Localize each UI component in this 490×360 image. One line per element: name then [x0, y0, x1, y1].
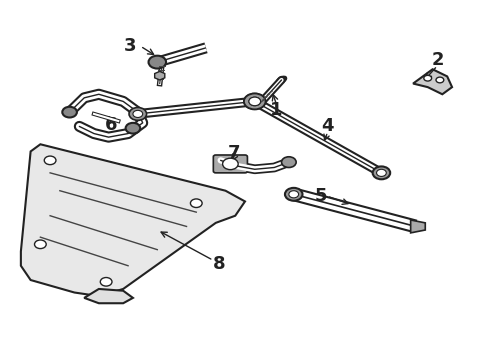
- Circle shape: [424, 75, 432, 81]
- Circle shape: [285, 188, 302, 201]
- Circle shape: [244, 94, 266, 109]
- Circle shape: [436, 77, 444, 83]
- Polygon shape: [413, 69, 452, 94]
- Text: 6: 6: [105, 116, 117, 134]
- Circle shape: [222, 158, 238, 170]
- Circle shape: [376, 169, 386, 176]
- Circle shape: [249, 97, 261, 106]
- Circle shape: [282, 157, 296, 167]
- Text: 7: 7: [228, 144, 241, 162]
- Text: 8: 8: [213, 255, 225, 273]
- Text: 2: 2: [431, 51, 444, 69]
- Circle shape: [34, 240, 46, 249]
- Circle shape: [249, 97, 261, 106]
- Text: 5: 5: [314, 187, 327, 205]
- Circle shape: [289, 191, 298, 198]
- Circle shape: [125, 123, 140, 134]
- FancyBboxPatch shape: [213, 155, 247, 173]
- Text: 4: 4: [321, 117, 334, 135]
- Polygon shape: [411, 220, 425, 233]
- Circle shape: [148, 56, 166, 68]
- Circle shape: [62, 107, 77, 117]
- Circle shape: [373, 166, 390, 179]
- Text: 1: 1: [270, 102, 283, 120]
- Circle shape: [133, 111, 143, 117]
- Circle shape: [44, 156, 56, 165]
- Polygon shape: [21, 144, 245, 296]
- Polygon shape: [84, 289, 133, 303]
- Circle shape: [100, 278, 112, 286]
- Text: 3: 3: [124, 37, 137, 55]
- Circle shape: [129, 108, 147, 120]
- Circle shape: [191, 199, 202, 207]
- Polygon shape: [155, 71, 165, 80]
- Circle shape: [244, 94, 266, 109]
- Ellipse shape: [276, 76, 287, 84]
